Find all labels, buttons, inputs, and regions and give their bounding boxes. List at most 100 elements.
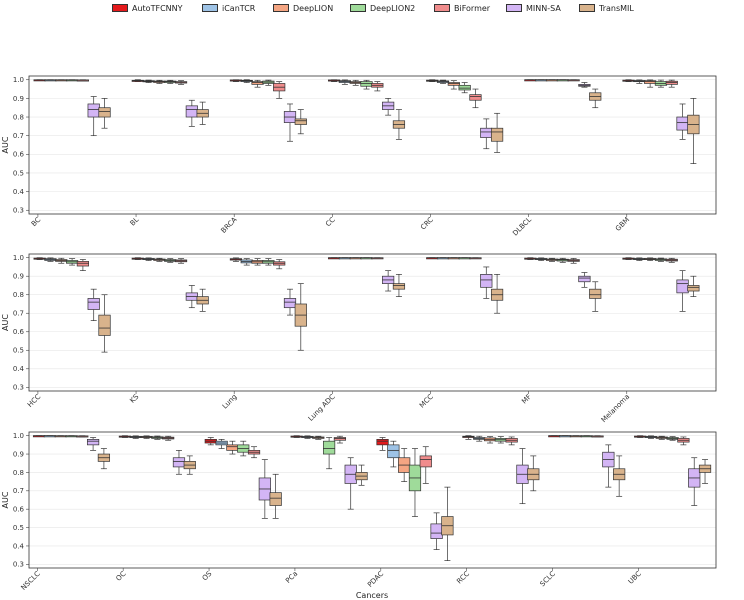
box-ks-biformer [174,258,188,264]
x-tick-label: Melanoma [600,393,631,424]
box-pdac-transmil [441,486,454,561]
box-body [76,261,89,267]
box-melanoma-icantcr [633,257,646,261]
y-axis-title: AUC [1,314,10,331]
box-cc-deeplion2 [360,79,373,90]
plot-frame [28,431,717,569]
box-bl-deeplion [153,79,166,84]
box-body [578,275,591,283]
box-pdac-deeplion2 [408,448,422,517]
x-tick-label: MCC [418,393,435,410]
box-hcc-transmil [98,294,111,353]
box-body [480,127,493,138]
box-sclc-deeplion [569,435,583,438]
box-ks-icantcr [142,257,155,261]
legend-label: DeepLION [293,3,334,13]
legend-label: MINN-SA [526,3,561,13]
box-gbm-deeplion2 [654,79,668,88]
box-oc-biformer [162,435,175,441]
y-tick-label: 0.5 [13,169,24,177]
box-bl-biformer [174,80,188,85]
box-pdac-autotfcnny [376,437,389,451]
x-tick-label: HCC [26,393,42,409]
box-pca-icantcr [301,435,314,439]
box-gbm-autotfcnny [622,79,635,82]
x-tick-label: GBM [614,216,631,233]
box-bc-minn-sa [87,96,100,137]
legend-item-deeplion2: DeepLION2 [350,2,415,14]
box-lung-autotfcnny [229,257,243,262]
y-tick-label: 0.6 [13,328,25,336]
box-body [185,105,198,118]
x-tick-label: CRC [419,216,435,232]
box-lung-deeplion2 [262,258,275,266]
box-bl-autotfcnny [131,79,144,82]
box-nsclc-minn-sa [86,437,100,451]
legend: AutoTFCNNY iCanTCR DeepLION DeepLION2 Bi… [0,0,744,16]
box-cc-minn-sa [382,98,395,116]
box-oc-transmil [183,455,196,475]
box-pca-autotfcnny [290,435,303,438]
box-dlbcl-biformer [567,79,580,82]
box-lung-adc-transmil [392,274,406,297]
box-pca-minn-sa [344,457,357,510]
box-body [87,103,100,118]
x-axis-title: Cancers [356,591,388,600]
y-tick-label: 1.0 [13,254,24,262]
box-nsclc-icantcr [43,435,56,438]
x-tick-label: Lung [221,393,239,411]
box-dlbcl-autotfcnny [524,79,537,82]
box-os-autotfcnny [204,437,217,446]
box-sclc-minn-sa [602,444,615,488]
y-tick-label: 0.7 [13,487,24,495]
box-oc-icantcr [129,435,142,439]
legend-swatch [579,4,595,12]
y-tick-label: 0.5 [13,347,24,355]
box-mcc-transmil [490,274,504,314]
y-tick-label: 0.4 [13,188,25,196]
x-tick-label: DLBCL [511,216,533,238]
box-mf-minn-sa [578,272,591,288]
x-tick-label: OS [201,569,214,582]
legend-item-minn-sa: MINN-SA [506,2,561,14]
box-ubc-deeplion2 [666,436,679,441]
legend-swatch [273,4,289,12]
legend-item-deeplion: DeepLION [273,2,333,14]
box-brca-icantcr [240,79,253,83]
box-gbm-icantcr [633,79,646,84]
box-brca-autotfcnny [229,79,243,82]
box-sclc-deeplion2 [580,435,593,438]
legend-label: AutoTFCNNY [132,3,183,13]
box-oc-minn-sa [172,450,186,475]
legend-swatch [202,4,218,12]
box-lung-biformer [273,259,286,270]
box-pca-deeplion2 [322,437,336,470]
box-body [98,107,111,118]
y-axis-title: AUC [1,491,10,508]
box-rcc-deeplion2 [494,436,507,444]
y-tick-label: 0.3 [13,384,24,392]
legend-item-biformer: BiFormer [434,2,490,14]
box-body [589,288,602,299]
y-tick-label: 0.8 [13,469,24,477]
box-body [87,298,100,310]
box-cc-icantcr [338,79,351,85]
x-tick-label: UBC [627,570,643,586]
box-cc-biformer [371,81,384,92]
box-mcc-icantcr [436,257,450,260]
box-body [676,116,689,131]
box-hcc-autotfcnny [33,257,46,260]
box-rcc-transmil [527,455,540,492]
box-pca-biformer [333,435,347,444]
x-tick-label: RCC [455,570,471,586]
box-pdac-icantcr [387,440,400,468]
box-bl-minn-sa [185,99,198,127]
box-nsclc-biformer [76,435,89,438]
x-tick-label: BRCA [220,216,239,235]
box-body [172,457,186,468]
x-tick-label: BL [129,216,141,228]
box-body [447,82,460,86]
box-body [360,81,373,87]
box-lung-adc-minn-sa [382,270,395,292]
